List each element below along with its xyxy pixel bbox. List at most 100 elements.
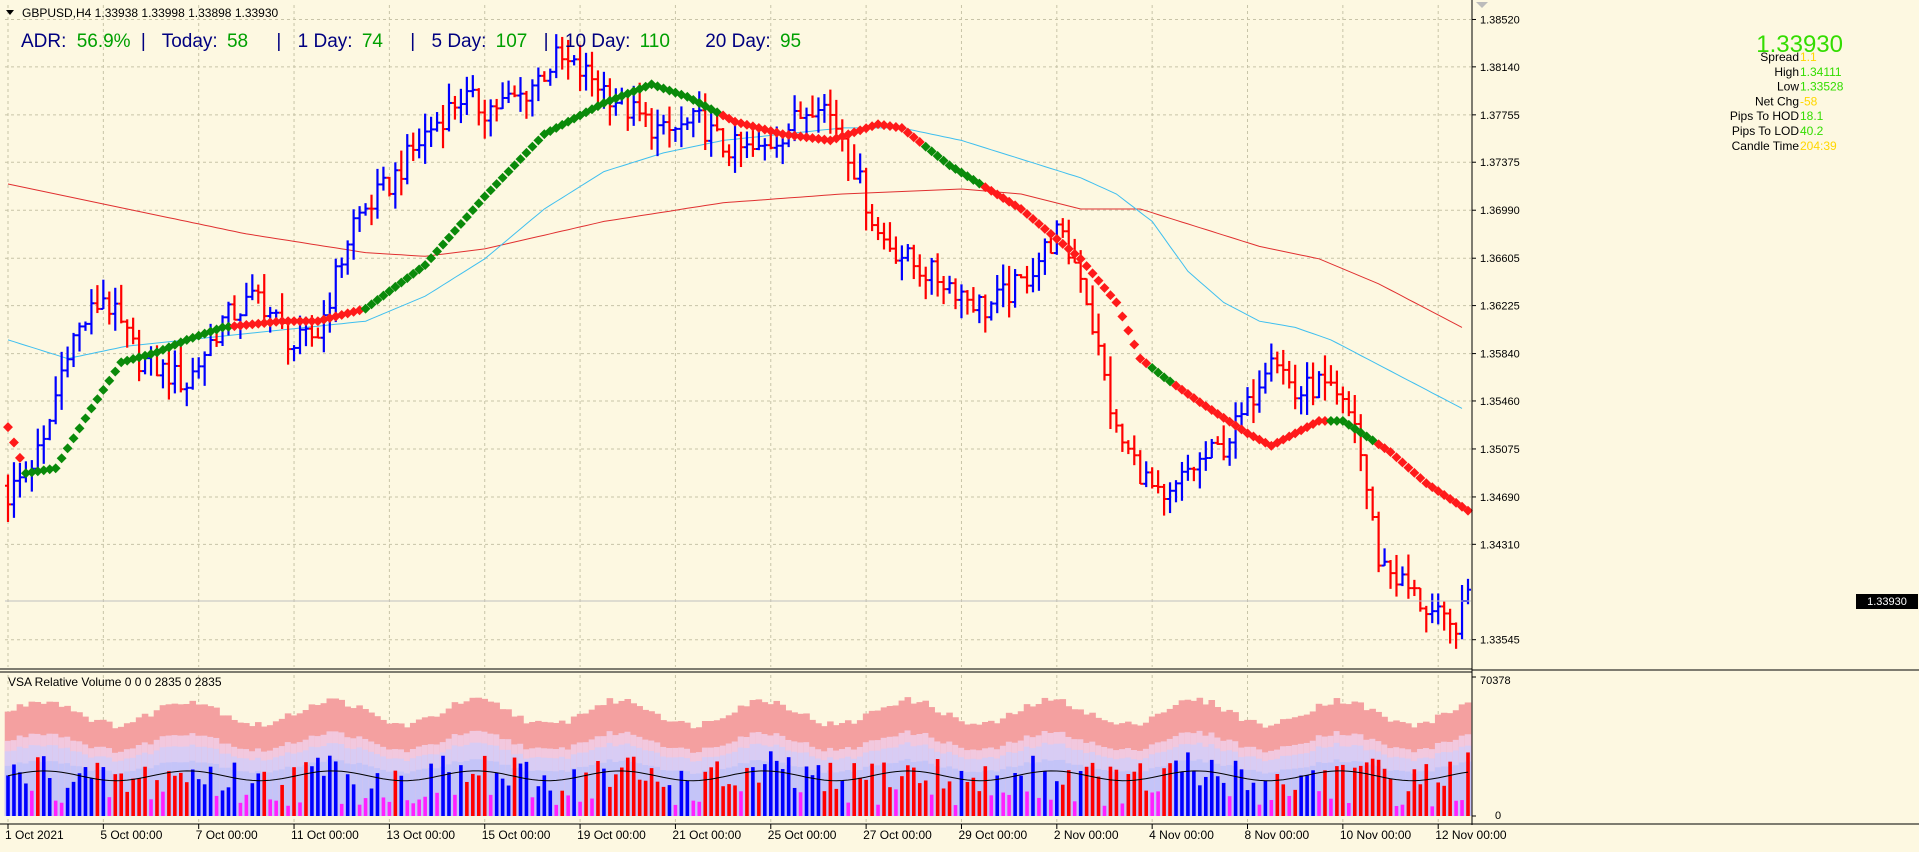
ohlc-bar [517, 77, 524, 112]
volume-bar [184, 782, 189, 816]
trend-dot [1331, 415, 1342, 426]
ohlc-bar [1041, 238, 1048, 275]
volume-band [451, 761, 459, 816]
trend-dot [1385, 447, 1396, 458]
volume-bar [1442, 785, 1446, 816]
trend-dot [217, 322, 228, 333]
ohlc-bar [350, 209, 357, 260]
trend-dot [408, 268, 419, 279]
ohlc-bar [589, 51, 595, 97]
volume-bar [1060, 784, 1065, 816]
volume-band [380, 769, 387, 816]
ohlc-bar [881, 222, 887, 250]
volume-bar [1180, 771, 1184, 816]
ohlc-bar [952, 278, 959, 310]
ohlc-bar [1089, 285, 1096, 335]
volume-bar [792, 787, 797, 816]
ohlc-bar [46, 418, 53, 441]
ohlc-bar [1435, 593, 1442, 625]
ohlc-bar [1190, 466, 1197, 482]
volume-bar [1305, 775, 1309, 816]
ohlc-bar [451, 95, 458, 120]
volume-bar [1013, 773, 1017, 816]
trend-dot [426, 253, 437, 264]
volume-bar [852, 763, 857, 816]
volume-band [576, 766, 584, 816]
volume-bar [1394, 806, 1399, 816]
ohlc-bar [1202, 441, 1209, 471]
volume-bar [506, 785, 511, 816]
ohlc-bar [374, 168, 381, 219]
volume-bar [977, 791, 982, 816]
ohlc-bar [1381, 548, 1388, 567]
volume-bar [953, 805, 958, 816]
volume-bar [1156, 791, 1160, 816]
volume-bar [268, 799, 273, 816]
volume-bar [363, 798, 368, 816]
volume-bar [6, 775, 10, 816]
ohlc-bar [886, 222, 893, 252]
volume-bar [625, 757, 630, 816]
info-row-value: 40.2 [1800, 124, 1824, 138]
ohlc-bar [797, 101, 804, 120]
time-tick-label: 25 Oct 00:00 [768, 828, 837, 842]
volume-bar [190, 769, 195, 816]
volume-bar [590, 798, 594, 816]
volume-bar [226, 787, 231, 816]
ohlc-bar [1173, 480, 1179, 503]
volume-bar [333, 761, 338, 816]
volume-bar [524, 761, 529, 816]
volume-band [147, 768, 155, 816]
ohlc-bar [1095, 313, 1102, 356]
ohlc-bar [82, 321, 89, 331]
ohlc-bar [666, 106, 673, 148]
volume-bar [929, 794, 934, 816]
volume-bar [900, 776, 904, 816]
trend-dot [485, 185, 496, 196]
day1-label: 1 Day: [298, 31, 353, 52]
trend-dot [1039, 223, 1050, 234]
ohlc-bar [1316, 371, 1323, 399]
volume-bar [882, 762, 886, 816]
volume-band [409, 771, 417, 816]
ohlc-bar [189, 357, 196, 390]
volume-bar [1102, 805, 1107, 816]
volume-bar [1376, 759, 1381, 816]
ohlc-bar [803, 107, 810, 136]
trend-dot [301, 316, 311, 327]
volume-band [588, 764, 596, 816]
volume-bar [77, 773, 82, 816]
ohlc-bar [642, 102, 649, 128]
ohlc-bar [499, 82, 506, 110]
volume-bar [196, 779, 201, 816]
trend-dot [229, 321, 240, 332]
volume-band [433, 768, 441, 816]
ohlc-bar [70, 332, 77, 368]
volume-bar [763, 764, 767, 816]
volume-bar [65, 787, 70, 816]
ohlc-bar [463, 76, 470, 115]
volume-bar [405, 800, 410, 816]
trend-dot [926, 146, 937, 157]
volume-bar [822, 791, 827, 816]
volume-bar [703, 771, 708, 816]
volume-bar [220, 790, 225, 816]
volume-band [1101, 770, 1108, 816]
chart-shift-icon[interactable] [1476, 2, 1488, 8]
info-row-label: Pips To LOD [1732, 124, 1799, 138]
volume-bar [512, 757, 517, 816]
volume-band [1285, 769, 1293, 816]
ohlc-bar [1286, 360, 1293, 389]
trend-dot [277, 316, 288, 327]
volume-band [1399, 770, 1406, 816]
volume-bar [280, 784, 284, 816]
ohlc-bar [368, 194, 375, 226]
trend-dot [1147, 362, 1158, 373]
volume-bar [1257, 804, 1262, 816]
ohlc-bar [565, 39, 572, 80]
window-menu-icon[interactable] [6, 10, 14, 15]
volume-bar [459, 765, 463, 816]
volume-bar [1055, 781, 1059, 816]
price-tick-label: 1.34310 [1480, 539, 1520, 551]
